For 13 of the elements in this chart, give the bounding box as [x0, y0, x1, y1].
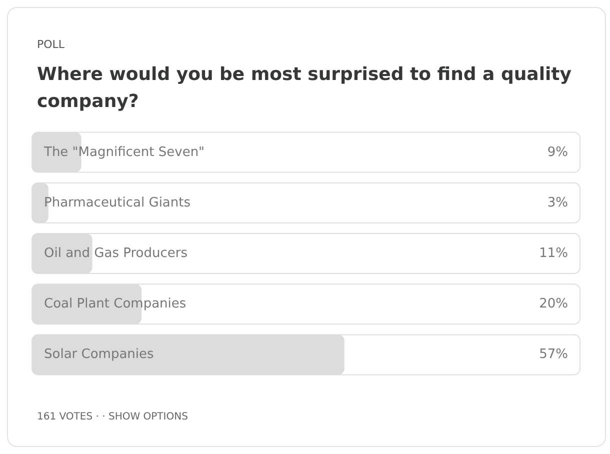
- y-tick-label: Solar Companies: [44, 347, 154, 362]
- y-tick-label: Pharmaceutical Giants: [44, 195, 191, 210]
- y-tick-label: Oil and Gas Producers: [44, 246, 188, 261]
- y-tick-label: Coal Plant Companies: [44, 296, 186, 312]
- chart-subtitle: POLL: [37, 38, 66, 51]
- chart-title: Where would you be most surprised to find a quality company?: [37, 64, 578, 112]
- y-tick-label: The "Magnificent Seven": [43, 144, 205, 160]
- data-label: 11%: [539, 246, 568, 261]
- data-label: 9%: [547, 144, 568, 160]
- data-label: 3%: [547, 195, 568, 210]
- text: 161 VOTES · · SHOW OPTIONS: [37, 412, 188, 422]
- data-label: 57%: [539, 347, 568, 362]
- data-label: 20%: [539, 296, 568, 312]
